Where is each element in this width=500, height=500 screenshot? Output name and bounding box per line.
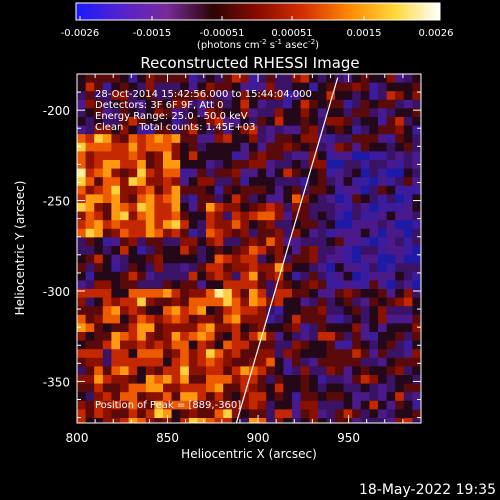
solar-limb-line [235,77,339,423]
y-tick-label: -300 [43,285,70,299]
colorbar-tick-label: -0.0015 [133,28,172,39]
info-detectors: Detectors: 3F 6F 9F, Att 0 [95,100,223,111]
colorbar-tick-label: 0.00051 [271,28,312,39]
x-axis-ticks: 800 850 900 950 [66,74,404,445]
colorbar-tick-label: 0.0026 [419,28,454,39]
reconstructed-image-pixels [77,74,421,423]
info-clean-counts: Clean Total counts: 1.45E+03 [95,122,255,133]
colorbar-ticks: -0.0026 -0.0015 -0.00051 0.00051 0.0015 0.002… [61,16,454,39]
x-tick-label: 850 [156,431,179,445]
plot-frame [76,73,422,424]
image-area [77,74,421,423]
colorbar-tick-label: 0.0015 [347,28,382,39]
colorbar-gradient [75,2,441,21]
timestamp: 18-May-2022 19:35 [359,482,496,498]
y-axis-label: Heliocentric Y (arcsec) [13,181,27,316]
colorbar: -0.0026 -0.0015 -0.00051 0.00051 0.0015 0.002… [61,2,454,51]
x-tick-label: 800 [66,431,89,445]
colorbar-tick-label: -0.0026 [61,28,100,39]
x-tick-label: 950 [337,431,360,445]
info-energy-range: Energy Range: 25.0 - 50.0 keV [95,111,248,122]
peak-position-label: Position of Peak = [889,-360] [95,400,241,411]
x-tick-label: 900 [247,431,270,445]
y-tick-label: -250 [43,195,70,209]
info-time-range: 28-Oct-2014 15:42:56.000 to 15:44:04.000 [95,89,312,100]
y-tick-label: -350 [43,375,70,389]
x-axis-label: Heliocentric X (arcsec) [181,447,317,461]
colorbar-tick-label: -0.00051 [200,28,245,39]
info-block: 28-Oct-2014 15:42:56.000 to 15:44:04.000… [95,89,312,133]
plot-title: Reconstructed RHESSI Image [140,54,359,72]
y-axis-ticks: -200 -250 -300 -350 [43,91,421,419]
y-tick-label: -200 [43,104,70,118]
colorbar-unit-label: (photons cm-2 s-1 asec-2) [197,38,319,51]
